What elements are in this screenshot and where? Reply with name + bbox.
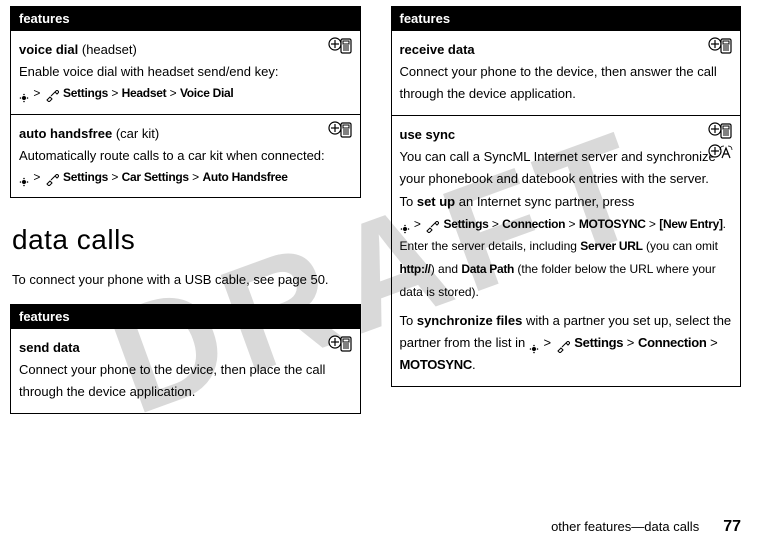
path-settings: Settings xyxy=(63,170,108,184)
row-subtitle: (car kit) xyxy=(116,126,159,141)
text-bold: set up xyxy=(417,194,455,209)
path-motosync: MOTOSYNC xyxy=(579,217,646,231)
path-connection: Connection xyxy=(502,217,565,231)
row-title: send data xyxy=(19,337,352,359)
row-desc: Enable voice dial with headset send/end … xyxy=(19,61,352,83)
text: (you can omit xyxy=(643,239,718,253)
row-title: receive data xyxy=(400,39,733,61)
section-heading: data calls xyxy=(12,224,361,256)
table-row: use sync You can call a SyncML Internet … xyxy=(391,116,741,387)
path-auto: Auto Handsfree xyxy=(202,170,287,184)
settings-icon xyxy=(556,338,570,350)
row-desc: Automatically route calls to a car kit w… xyxy=(19,145,352,167)
text: ) and xyxy=(431,262,462,276)
center-key-icon xyxy=(19,173,29,183)
row-desc: You can call a SyncML Internet server an… xyxy=(400,146,733,190)
text: Enter the server details, including xyxy=(400,239,581,253)
http-label: http:// xyxy=(400,262,431,276)
settings-icon xyxy=(45,172,59,184)
features-table-1: features voice dial (headset) Enable voi… xyxy=(10,6,361,198)
table-header: features xyxy=(11,304,361,328)
nav-path: > Settings > Connection > MOTOSYNC > [Ne… xyxy=(400,213,733,304)
nav-path: > Settings > Car Settings > Auto Handsfr… xyxy=(19,167,352,187)
features-table-3: features receive data Connect your phone… xyxy=(391,6,742,387)
center-key-icon xyxy=(400,219,410,229)
path-car: Car Settings xyxy=(122,170,189,184)
two-column-layout: features voice dial (headset) Enable voi… xyxy=(0,0,759,414)
section-body: To connect your phone with a USB cable, … xyxy=(12,270,361,290)
datapath-label: Data Path xyxy=(461,262,514,276)
page-number: 77 xyxy=(723,518,741,536)
settings-icon xyxy=(45,88,59,100)
accessory-icon xyxy=(328,335,354,353)
path-newentry: [New Entry] xyxy=(659,217,722,231)
left-column: features voice dial (headset) Enable voi… xyxy=(10,6,361,414)
path-settings: Settings xyxy=(63,86,108,100)
accessory-icon xyxy=(328,121,354,139)
table-header: features xyxy=(391,7,741,31)
center-key-icon xyxy=(19,89,29,99)
settings-icon xyxy=(425,218,439,230)
table-row: voice dial (headset) Enable voice dial w… xyxy=(11,31,361,115)
row-subtitle: (headset) xyxy=(82,42,137,57)
features-table-2: features send data Connect your phone to… xyxy=(10,304,361,414)
nav-path: > Settings > Headset > Voice Dial xyxy=(19,83,352,103)
path-voicedial: Voice Dial xyxy=(180,86,233,100)
right-column: features receive data Connect your phone… xyxy=(391,6,742,414)
accessory-icon xyxy=(708,122,734,140)
page-footer: other features—data calls 77 xyxy=(551,518,741,536)
row-desc: Connect your phone to the device, then p… xyxy=(19,359,352,403)
setup-para: To set up an Internet sync partner, pres… xyxy=(400,191,733,213)
text: To xyxy=(400,313,417,328)
row-title: voice dial xyxy=(19,42,78,57)
path-motosync: MOTOSYNC xyxy=(400,357,472,372)
path-settings: Settings xyxy=(444,217,489,231)
table-header: features xyxy=(11,7,361,31)
accessory-icon xyxy=(708,37,734,55)
row-desc: Connect your phone to the device, then a… xyxy=(400,61,733,105)
path-settings: Settings xyxy=(574,335,623,350)
text-bold: synchronize files xyxy=(417,313,522,328)
table-row: auto handsfree (car kit) Automatically r… xyxy=(11,114,361,198)
sync-para: To synchronize files with a partner you … xyxy=(400,310,733,376)
center-key-icon xyxy=(529,339,539,349)
text: an Internet sync partner, press xyxy=(455,194,634,209)
table-row: send data Connect your phone to the devi… xyxy=(11,328,361,413)
text: To xyxy=(400,194,417,209)
server-url-label: Server URL xyxy=(580,239,642,253)
row-title: auto handsfree xyxy=(19,126,112,141)
path-connection: Connection xyxy=(638,335,707,350)
network-icon xyxy=(708,144,734,162)
path-headset: Headset xyxy=(122,86,167,100)
accessory-icon xyxy=(328,37,354,55)
table-row: receive data Connect your phone to the d… xyxy=(391,31,741,116)
footer-text: other features—data calls xyxy=(551,519,699,534)
row-title: use sync xyxy=(400,124,733,146)
